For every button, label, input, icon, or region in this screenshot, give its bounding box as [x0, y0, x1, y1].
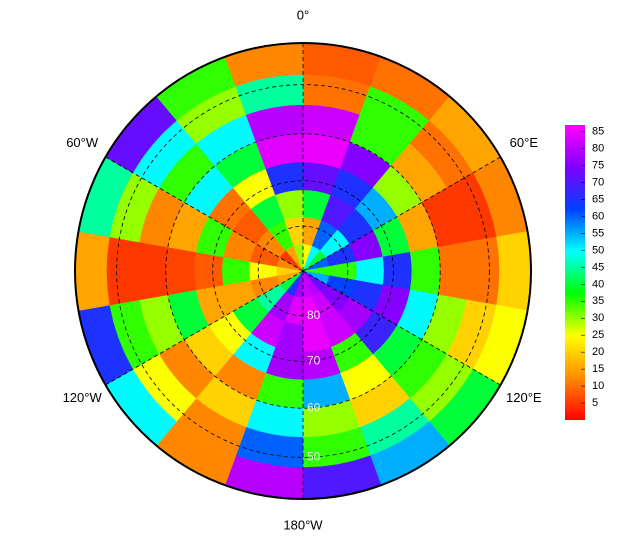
- colorbar-label: 10: [592, 380, 604, 392]
- colorbar-label: 55: [592, 227, 604, 239]
- cell: [466, 236, 500, 306]
- cell: [106, 236, 140, 306]
- cell: [136, 241, 169, 301]
- cell: [437, 241, 470, 301]
- colorbar-label: 85: [592, 126, 604, 138]
- meridian: [105, 270, 304, 386]
- meridian: [302, 156, 501, 272]
- colorbar-label: 60: [592, 210, 604, 222]
- colorbar: 5 10 15 20 25 30 35 40 45 50 55 60 65 70 75 80 85: [565, 125, 604, 420]
- colorbar-label: 30: [592, 312, 604, 324]
- lat-circle: [116, 84, 490, 458]
- cell: [382, 251, 413, 291]
- lon-label: 180°W: [283, 517, 323, 532]
- lat-circle: [212, 180, 394, 362]
- meridian: [105, 156, 304, 272]
- colorbar-label: 15: [592, 363, 604, 375]
- colorbar-label: 5: [592, 397, 598, 409]
- cell: [74, 231, 110, 311]
- lat-label: 70: [307, 353, 321, 367]
- colorbar-label: 20: [592, 346, 604, 358]
- cell: [165, 246, 197, 296]
- colorbar-label: 70: [592, 177, 604, 189]
- lon-label: 60°W: [66, 135, 99, 150]
- colorbar-label: 80: [592, 143, 604, 155]
- colorbar-label: 25: [592, 329, 604, 341]
- meridian: [302, 270, 501, 386]
- lat-label: 60: [307, 400, 321, 414]
- colorbar-scale: [565, 125, 585, 420]
- colorbar-label: 65: [592, 194, 604, 206]
- map-border: [74, 42, 532, 500]
- map-cells: [74, 42, 532, 500]
- cell: [193, 251, 224, 291]
- colorbar-label: 35: [592, 295, 604, 307]
- colorbar-label: 50: [592, 244, 604, 256]
- labels: 80 70 60 50 0° 60°E 120°E 180°W 120°W 60°W: [63, 7, 542, 532]
- colorbar-label: 45: [592, 261, 604, 273]
- cell: [496, 231, 532, 311]
- colorbar-label: 40: [592, 278, 604, 290]
- graticule: [105, 43, 501, 499]
- lat-label: 80: [307, 308, 321, 322]
- lat-circle: [165, 133, 441, 409]
- cell: [409, 246, 441, 296]
- lat-label: 50: [307, 450, 321, 464]
- lon-label: 120°E: [506, 390, 542, 405]
- lon-label: 60°E: [510, 135, 539, 150]
- lon-label: 120°W: [63, 390, 103, 405]
- colorbar-label: 75: [592, 160, 604, 172]
- lon-label: 0°: [297, 7, 309, 22]
